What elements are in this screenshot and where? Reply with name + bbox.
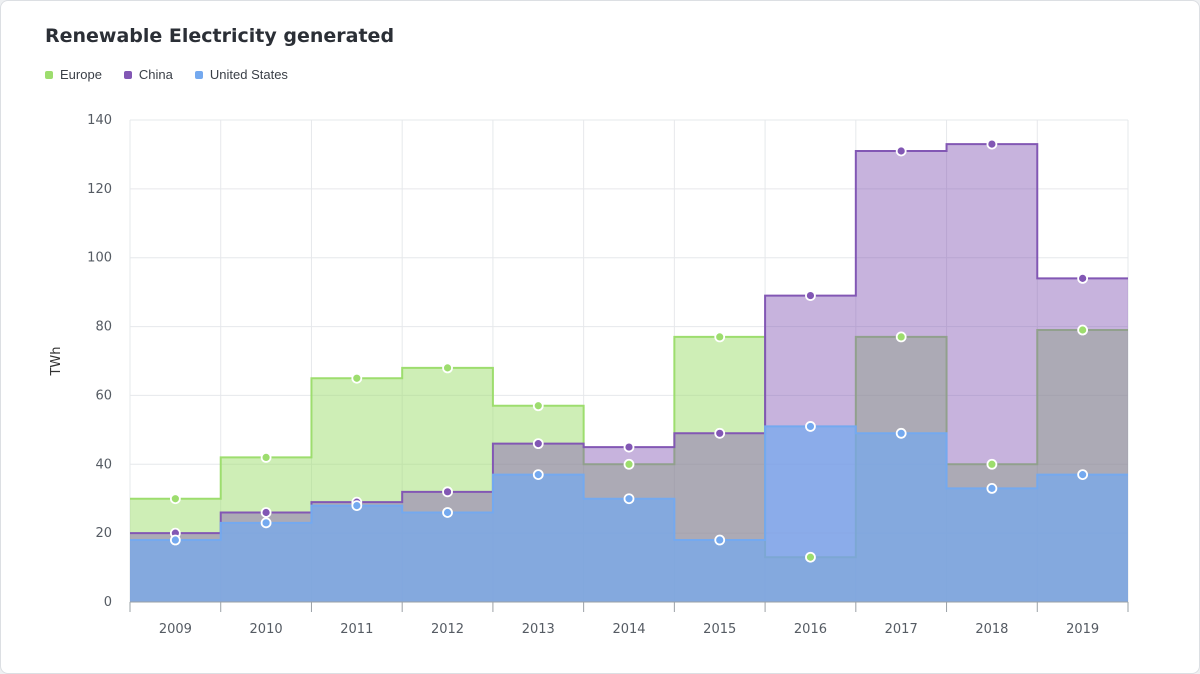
point-europe <box>805 551 816 563</box>
point-united-states <box>442 507 453 518</box>
point-united-states <box>623 493 635 505</box>
y-tick-label: 60 <box>95 388 112 403</box>
legend: Europe China United States <box>45 67 288 82</box>
x-tick-label: 2013 <box>522 622 555 637</box>
axes: 0 20 40 60 80 100 120 140 2009 2010 2011 2012 2013 20… <box>87 113 1129 637</box>
x-tick-label: 2015 <box>703 622 736 637</box>
point-europe <box>169 493 181 505</box>
legend-item-china[interactable]: China <box>123 67 173 82</box>
point-united-states <box>532 469 544 481</box>
x-tick-label: 2014 <box>612 622 645 637</box>
area-united-states <box>130 426 1128 602</box>
point-china <box>442 486 453 498</box>
y-tick-label: 80 <box>95 320 112 335</box>
y-tick-label: 0 <box>104 595 112 610</box>
point-europe <box>260 451 272 463</box>
legend-label-united-states: United States <box>209 67 288 82</box>
point-europe <box>714 331 726 343</box>
point-europe <box>986 458 998 470</box>
point-europe <box>623 458 635 470</box>
point-united-states <box>1077 469 1089 481</box>
x-tick-label: 2018 <box>975 622 1008 637</box>
legend-swatch-united-states <box>194 70 203 79</box>
point-united-states <box>986 482 998 494</box>
point-china <box>623 441 635 453</box>
x-tick-label: 2019 <box>1066 622 1099 637</box>
point-united-states <box>805 421 816 432</box>
point-europe <box>442 362 453 374</box>
legend-label-europe: Europe <box>60 67 102 82</box>
point-europe <box>1077 324 1089 336</box>
y-tick-label: 100 <box>87 251 112 266</box>
x-tick-label: 2017 <box>885 622 918 637</box>
point-china <box>1077 272 1089 284</box>
y-tick-label: 20 <box>95 526 112 541</box>
legend-swatch-china <box>123 70 132 79</box>
point-europe <box>532 400 544 412</box>
point-china <box>714 427 726 439</box>
chart-title: Renewable Electricity generated <box>45 25 395 47</box>
point-united-states <box>895 427 907 439</box>
point-china <box>260 507 272 518</box>
point-united-states <box>714 534 726 546</box>
series-areas <box>130 143 1128 602</box>
point-china <box>532 438 544 450</box>
point-china <box>895 145 907 157</box>
y-tick-label: 120 <box>87 182 112 197</box>
point-china <box>805 290 816 301</box>
legend-item-europe[interactable]: Europe <box>45 67 102 82</box>
legend-label-china: China <box>138 67 173 82</box>
legend-item-united-states[interactable]: United States <box>194 67 288 82</box>
y-tick-label: 140 <box>87 113 112 128</box>
y-axis-label: TWh <box>49 346 64 376</box>
series-points <box>169 138 1089 563</box>
x-tick-label: 2010 <box>250 622 283 637</box>
point-united-states <box>169 534 181 546</box>
point-europe <box>351 372 363 384</box>
legend-swatch-europe <box>45 70 53 79</box>
x-tick-label: 2016 <box>794 622 827 637</box>
point-europe <box>895 331 907 343</box>
y-tick-label: 40 <box>95 457 112 472</box>
point-united-states <box>260 517 272 529</box>
point-united-states <box>351 500 363 512</box>
x-tick-label: 2012 <box>431 622 464 637</box>
x-tick-label: 2011 <box>340 622 373 637</box>
x-tick-label: 2009 <box>159 622 192 637</box>
point-china <box>986 138 998 150</box>
